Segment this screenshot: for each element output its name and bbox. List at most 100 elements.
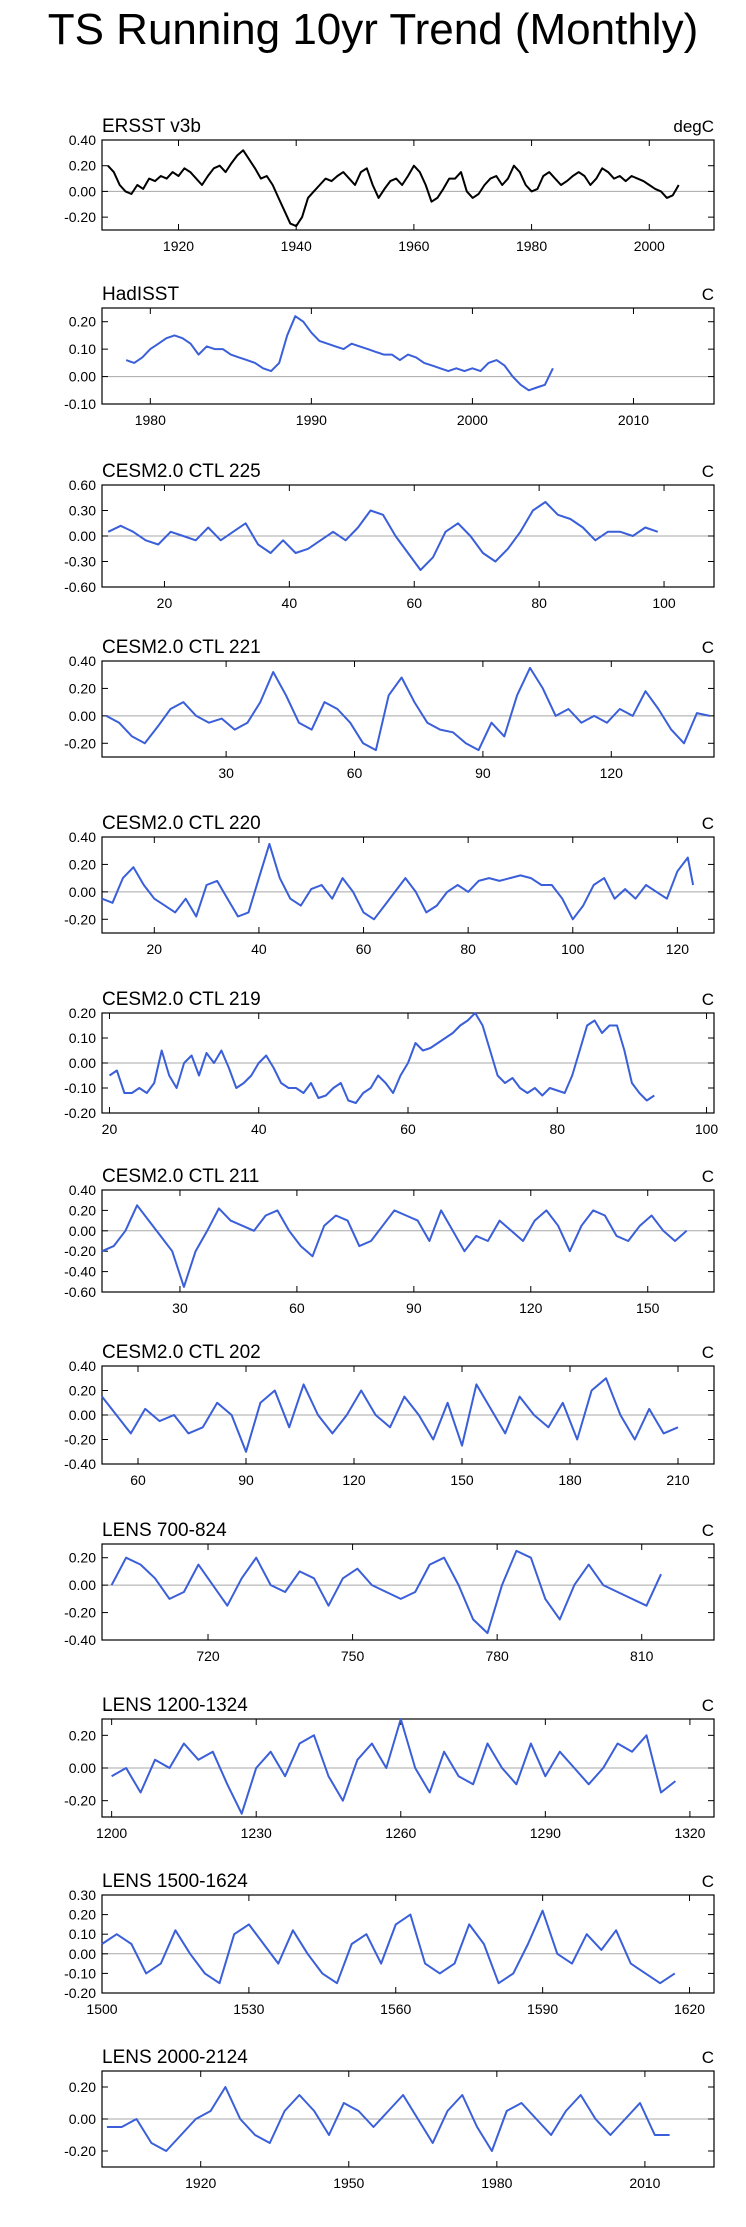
y-tick-label: -0.10	[64, 396, 96, 412]
chart-11: LENS 1500-1624 C -0.20 -0.10 0.00 0.10 0.20 0.3…	[64, 1871, 715, 2017]
x-tick-label: 40	[251, 941, 267, 957]
y-tick-label: -0.60	[64, 1284, 96, 1300]
chart-5: CESM2.0 CTL 220 C -0.20 0.00 0.20 0.40 20 40 60 8…	[64, 813, 715, 957]
y-tick-label: 0.00	[69, 2111, 96, 2127]
chart-3: CESM2.0 CTL 225 C -0.60 -0.30 0.00 0.30 0.60 20…	[64, 461, 715, 611]
y-tick-label: -0.20	[64, 1243, 96, 1259]
x-tick-label: 40	[282, 595, 298, 611]
chart-title: CESM2.0 CTL 211	[102, 1166, 259, 1187]
y-tick-label: 0.60	[69, 477, 96, 493]
y-tick-label: 0.00	[69, 528, 96, 544]
plot-frame	[101, 660, 715, 758]
x-tick-label: 60	[400, 1121, 416, 1137]
x-tick-label: 60	[347, 765, 363, 781]
series-line	[110, 1549, 662, 1635]
y-tick-label: -0.40	[64, 1632, 96, 1648]
x-tick-label: 210	[666, 1472, 690, 1488]
x-tick-label: 150	[450, 1472, 474, 1488]
x-tick-label: 60	[289, 1300, 305, 1316]
x-tick-label: 810	[630, 1648, 654, 1664]
series-line	[111, 1718, 677, 1815]
x-tick-label: 1980	[135, 412, 166, 428]
chart-title: LENS 1200-1324	[102, 1695, 248, 1716]
y-tick-label: -0.10	[64, 1080, 96, 1096]
chart-4: CESM2.0 CTL 221 C -0.20 0.00 0.20 0.40 30 60 90 1…	[64, 637, 715, 781]
y-tick-label: -0.60	[64, 579, 96, 595]
chart-units: C	[702, 1167, 714, 1186]
y-tick-label: 0.20	[69, 856, 96, 872]
x-tick-label: 1230	[241, 1825, 272, 1841]
series-line	[101, 1377, 679, 1453]
y-tick-label: 0.00	[69, 369, 96, 385]
x-tick-label: 60	[356, 941, 372, 957]
x-tick-label: 1980	[481, 2175, 512, 2191]
series-line	[101, 842, 695, 921]
x-tick-label: 120	[342, 1472, 366, 1488]
chart-title: CESM2.0 CTL 221	[102, 637, 261, 658]
y-tick-label: 0.00	[69, 1946, 96, 1962]
chart-units: C	[702, 814, 714, 833]
chart-units: C	[702, 1696, 714, 1715]
y-tick-label: 0.10	[69, 341, 96, 357]
chart-title: LENS 700-824	[102, 1520, 227, 1541]
y-tick-label: 0.00	[69, 183, 96, 199]
page-title: TS Running 10yr Trend (Monthly)	[47, 5, 699, 54]
y-tick-label: -0.40	[64, 1264, 96, 1280]
chart-units: C	[702, 1521, 714, 1540]
y-tick-label: -0.20	[64, 1105, 96, 1121]
x-tick-label: 80	[531, 595, 547, 611]
y-tick-label: 0.00	[69, 708, 96, 724]
x-tick-label: 750	[341, 1648, 365, 1664]
x-tick-label: 30	[218, 765, 234, 781]
y-tick-label: 0.20	[69, 1727, 96, 1743]
y-tick-label: 0.10	[69, 1926, 96, 1942]
series-line	[106, 2086, 670, 2152]
y-tick-label: 0.20	[69, 158, 96, 174]
chart-title: ERSST v3b	[102, 116, 201, 137]
x-tick-label: 80	[460, 941, 476, 957]
series-line	[125, 315, 554, 392]
chart-title: CESM2.0 CTL 219	[102, 989, 261, 1010]
chart-units: degC	[673, 117, 714, 136]
x-tick-label: 30	[172, 1300, 188, 1316]
x-tick-label: 120	[600, 765, 624, 781]
y-tick-label: 0.20	[69, 2079, 96, 2095]
x-tick-label: 1940	[281, 238, 312, 254]
chart-8: CESM2.0 CTL 202 C -0.40 -0.20 0.00 0.20 0.40 60…	[64, 1342, 715, 1488]
y-tick-label: 0.20	[69, 1550, 96, 1566]
y-tick-label: 0.20	[69, 1383, 96, 1399]
x-tick-label: 120	[666, 941, 690, 957]
x-tick-label: 100	[695, 1121, 719, 1137]
chart-title: CESM2.0 CTL 220	[102, 813, 261, 834]
y-tick-label: -0.20	[64, 1793, 96, 1809]
series-line	[107, 149, 680, 228]
y-tick-label: -0.20	[64, 1605, 96, 1621]
chart-9: LENS 700-824 C -0.40 -0.20 0.00 0.20 720 750 780…	[64, 1520, 715, 1664]
y-tick-label: -0.20	[64, 1985, 96, 2001]
y-tick-label: -0.10	[64, 1965, 96, 1981]
series-line	[101, 1204, 688, 1288]
x-tick-label: 80	[549, 1121, 565, 1137]
y-tick-label: -0.20	[64, 2143, 96, 2159]
y-tick-label: -0.20	[64, 735, 96, 751]
x-tick-label: 100	[652, 595, 676, 611]
chart-title: CESM2.0 CTL 202	[102, 1342, 261, 1363]
y-tick-label: 0.00	[69, 1223, 96, 1239]
plot-frame	[101, 1543, 715, 1641]
x-tick-label: 1590	[527, 2001, 558, 2017]
chart-title: HadISST	[102, 284, 179, 305]
x-tick-label: 2000	[457, 412, 488, 428]
chart-10: LENS 1200-1324 C -0.20 0.00 0.20 1200 1230 1260…	[64, 1695, 715, 1841]
chart-units: C	[702, 285, 714, 304]
x-tick-label: 1920	[163, 238, 194, 254]
y-tick-label: 0.20	[69, 314, 96, 330]
plot-frame	[101, 139, 715, 231]
chart-1: ERSST v3b degC -0.20 0.00 0.20 0.40 1920 1940 19…	[64, 116, 715, 254]
y-tick-label: 0.30	[69, 503, 96, 519]
x-tick-label: 20	[147, 941, 163, 957]
plot-frame	[101, 307, 715, 405]
chart-units: C	[702, 1343, 714, 1362]
x-tick-label: 1200	[96, 1825, 127, 1841]
chart-7: CESM2.0 CTL 211 C -0.60 -0.40 -0.20 0.00 0.20 0…	[64, 1166, 715, 1316]
